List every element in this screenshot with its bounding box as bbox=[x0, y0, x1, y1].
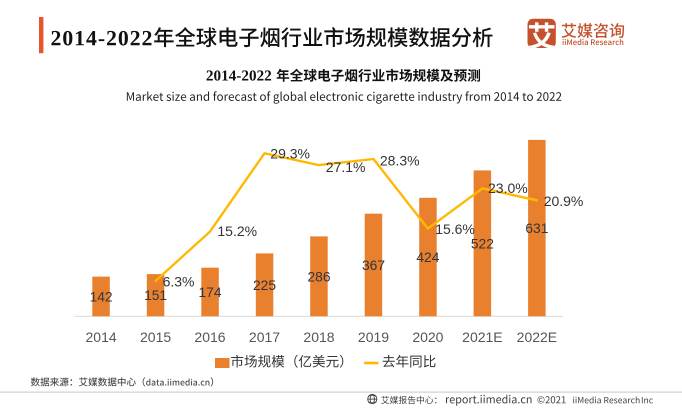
svg-text:424: 424 bbox=[416, 250, 439, 265]
svg-text:174: 174 bbox=[198, 285, 221, 300]
svg-text:2022E: 2022E bbox=[517, 329, 557, 345]
svg-text:23.0%: 23.0% bbox=[488, 180, 528, 196]
svg-text:2014: 2014 bbox=[86, 329, 117, 345]
svg-text:631: 631 bbox=[525, 221, 548, 236]
svg-text:2018: 2018 bbox=[303, 329, 334, 345]
svg-text:29.3%: 29.3% bbox=[270, 146, 310, 162]
svg-text:367: 367 bbox=[362, 258, 385, 273]
svg-text:142: 142 bbox=[90, 290, 113, 305]
svg-text:286: 286 bbox=[307, 269, 330, 284]
svg-text:522: 522 bbox=[471, 236, 494, 251]
svg-text:2021E: 2021E bbox=[462, 329, 502, 345]
svg-text:27.1%: 27.1% bbox=[326, 159, 366, 175]
svg-text:225: 225 bbox=[253, 278, 276, 293]
svg-text:2017: 2017 bbox=[249, 329, 280, 345]
svg-text:2015: 2015 bbox=[140, 329, 171, 345]
svg-text:2020: 2020 bbox=[412, 329, 443, 345]
svg-text:2016: 2016 bbox=[194, 329, 225, 345]
svg-text:6.3%: 6.3% bbox=[163, 274, 195, 290]
svg-text:2019: 2019 bbox=[358, 329, 389, 345]
svg-text:151: 151 bbox=[144, 288, 167, 303]
svg-text:20.9%: 20.9% bbox=[544, 193, 584, 209]
svg-text:28.3%: 28.3% bbox=[380, 153, 420, 169]
svg-text:15.2%: 15.2% bbox=[217, 223, 257, 239]
svg-text:15.6%: 15.6% bbox=[435, 221, 475, 237]
